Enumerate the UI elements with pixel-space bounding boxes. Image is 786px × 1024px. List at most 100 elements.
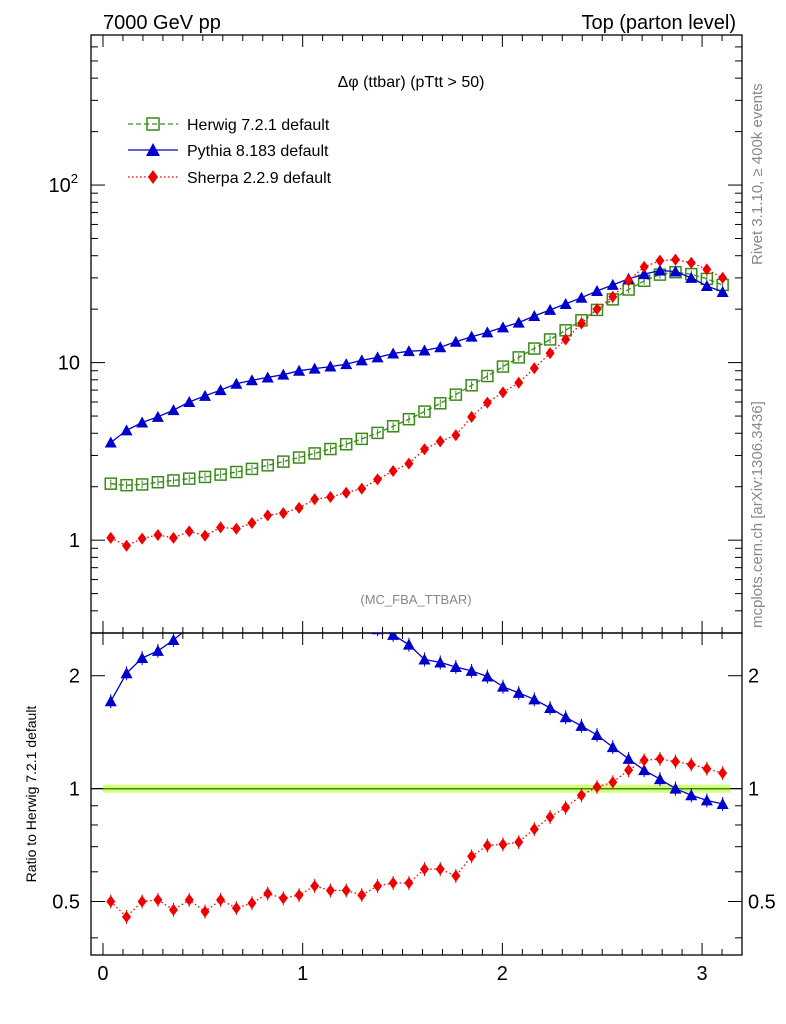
ratio-point-sherpa: [153, 893, 163, 906]
main-point-pythia: [669, 265, 682, 277]
main-point-pythia: [434, 341, 447, 353]
main-point-pythia: [183, 395, 196, 407]
ratio-y-tick-label-right: 1: [748, 779, 759, 801]
main-point-pythia: [512, 316, 525, 328]
main-point-pythia: [151, 410, 164, 422]
main-point-herwig: [434, 397, 447, 410]
main-y-tick-label: 1: [69, 530, 80, 552]
ratio-point-sherpa: [686, 758, 696, 771]
main-line-sherpa: [110, 259, 723, 547]
main-point-sherpa: [388, 465, 398, 478]
main-line-herwig: [110, 271, 723, 486]
main-point-sherpa: [482, 396, 492, 409]
main-point-herwig: [386, 420, 400, 433]
main-point-pythia: [465, 330, 478, 342]
main-point-herwig: [402, 412, 416, 426]
ratio-point-sherpa: [671, 755, 681, 768]
main-point-sherpa: [702, 263, 712, 276]
ratio-point-sherpa: [498, 838, 508, 851]
main-point-sherpa: [561, 333, 571, 346]
ratio-series-group: [104, 596, 729, 924]
ratio-point-sherpa: [718, 767, 728, 780]
ratio-point-sherpa: [294, 889, 304, 902]
legend-entry-sherpa: Sherpa 2.2.9 default: [128, 170, 332, 187]
ratio-point-pythia: [575, 719, 588, 731]
main-point-herwig: [277, 455, 290, 468]
ratio-point-pythia: [151, 644, 164, 656]
ratio-point-sherpa: [122, 910, 132, 923]
main-point-pythia: [308, 362, 321, 374]
legend-entry-pythia: Pythia 8.183 default: [128, 143, 329, 160]
main-point-herwig: [528, 342, 541, 355]
main-y-tick-label: 10: [58, 353, 80, 375]
main-point-pythia: [167, 404, 180, 416]
ratio-point-pythia: [559, 711, 572, 723]
main-point-sherpa: [247, 516, 257, 529]
main-point-pythia: [104, 436, 117, 448]
main-point-herwig: [371, 426, 384, 440]
legend: Herwig 7.2.1 default Pythia 8.183 defaul…: [128, 117, 332, 187]
ratio-point-pythia: [669, 782, 682, 794]
ratio-point-sherpa: [639, 754, 649, 767]
main-point-sherpa: [357, 482, 367, 495]
main-y-tick-label: 102: [49, 171, 78, 197]
ratio-point-sherpa: [576, 789, 586, 802]
main-point-herwig: [230, 465, 243, 479]
ratio-point-pythia: [544, 702, 557, 714]
legend-label-pythia: Pythia 8.183 default: [187, 143, 329, 160]
ratio-point-pythia: [120, 667, 133, 679]
main-point-pythia: [481, 326, 494, 338]
legend-entry-herwig: Herwig 7.2.1 default: [128, 117, 330, 134]
x-tick-label: 0: [97, 963, 108, 985]
main-point-pythia: [700, 280, 713, 292]
ratio-point-sherpa: [357, 889, 367, 902]
main-point-herwig: [261, 459, 274, 472]
main-point-pythia: [496, 321, 509, 333]
ratio-point-sherpa: [482, 839, 492, 852]
main-point-pythia: [591, 285, 604, 297]
ratio-point-pythia: [528, 693, 541, 705]
main-point-sherpa: [137, 532, 147, 545]
main-point-pythia: [638, 268, 651, 280]
ratio-point-pythia: [638, 764, 651, 776]
main-point-sherpa: [106, 531, 116, 544]
main-point-sherpa: [310, 493, 320, 506]
ratio-point-sherpa: [702, 762, 712, 775]
main-point-herwig: [198, 470, 212, 484]
main-point-pythia: [449, 335, 462, 347]
ratio-line-sherpa: [110, 758, 723, 918]
main-point-pythia: [261, 371, 274, 383]
main-point-herwig: [135, 478, 149, 491]
main-point-herwig: [512, 351, 525, 364]
ratio-point-pythia: [465, 664, 478, 676]
ratio-point-sherpa: [184, 893, 194, 906]
ratio-point-pythia: [512, 686, 525, 698]
main-point-sherpa: [514, 376, 524, 389]
main-point-herwig: [214, 468, 227, 481]
ratio-point-sherpa: [373, 879, 383, 892]
main-point-pythia: [544, 303, 557, 315]
ratio-point-pythia: [262, 597, 274, 608]
ratio-point-pythia: [653, 773, 666, 785]
main-point-herwig: [104, 477, 118, 490]
main-point-sherpa: [671, 253, 681, 266]
main-series-group: [104, 253, 729, 552]
main-point-herwig: [496, 360, 510, 373]
header-right: Top (parton level): [581, 12, 736, 34]
main-point-sherpa: [231, 522, 241, 535]
ratio-point-sherpa: [514, 836, 524, 849]
ratio-point-pythia: [622, 752, 635, 764]
ratio-point-sherpa: [231, 902, 241, 915]
ratio-point-sherpa: [247, 897, 257, 910]
main-point-pythia: [716, 285, 729, 297]
main-point-pythia: [340, 358, 353, 370]
main-point-herwig: [308, 447, 321, 460]
ratio-point-pythia: [246, 596, 258, 607]
legend-label-sherpa: Sherpa 2.2.9 default: [187, 170, 332, 187]
main-point-sherpa: [122, 539, 132, 552]
main-point-pythia: [575, 291, 588, 303]
ratio-point-pythia: [230, 596, 242, 607]
main-point-sherpa: [168, 531, 178, 544]
ratio-point-pythia: [309, 604, 321, 615]
